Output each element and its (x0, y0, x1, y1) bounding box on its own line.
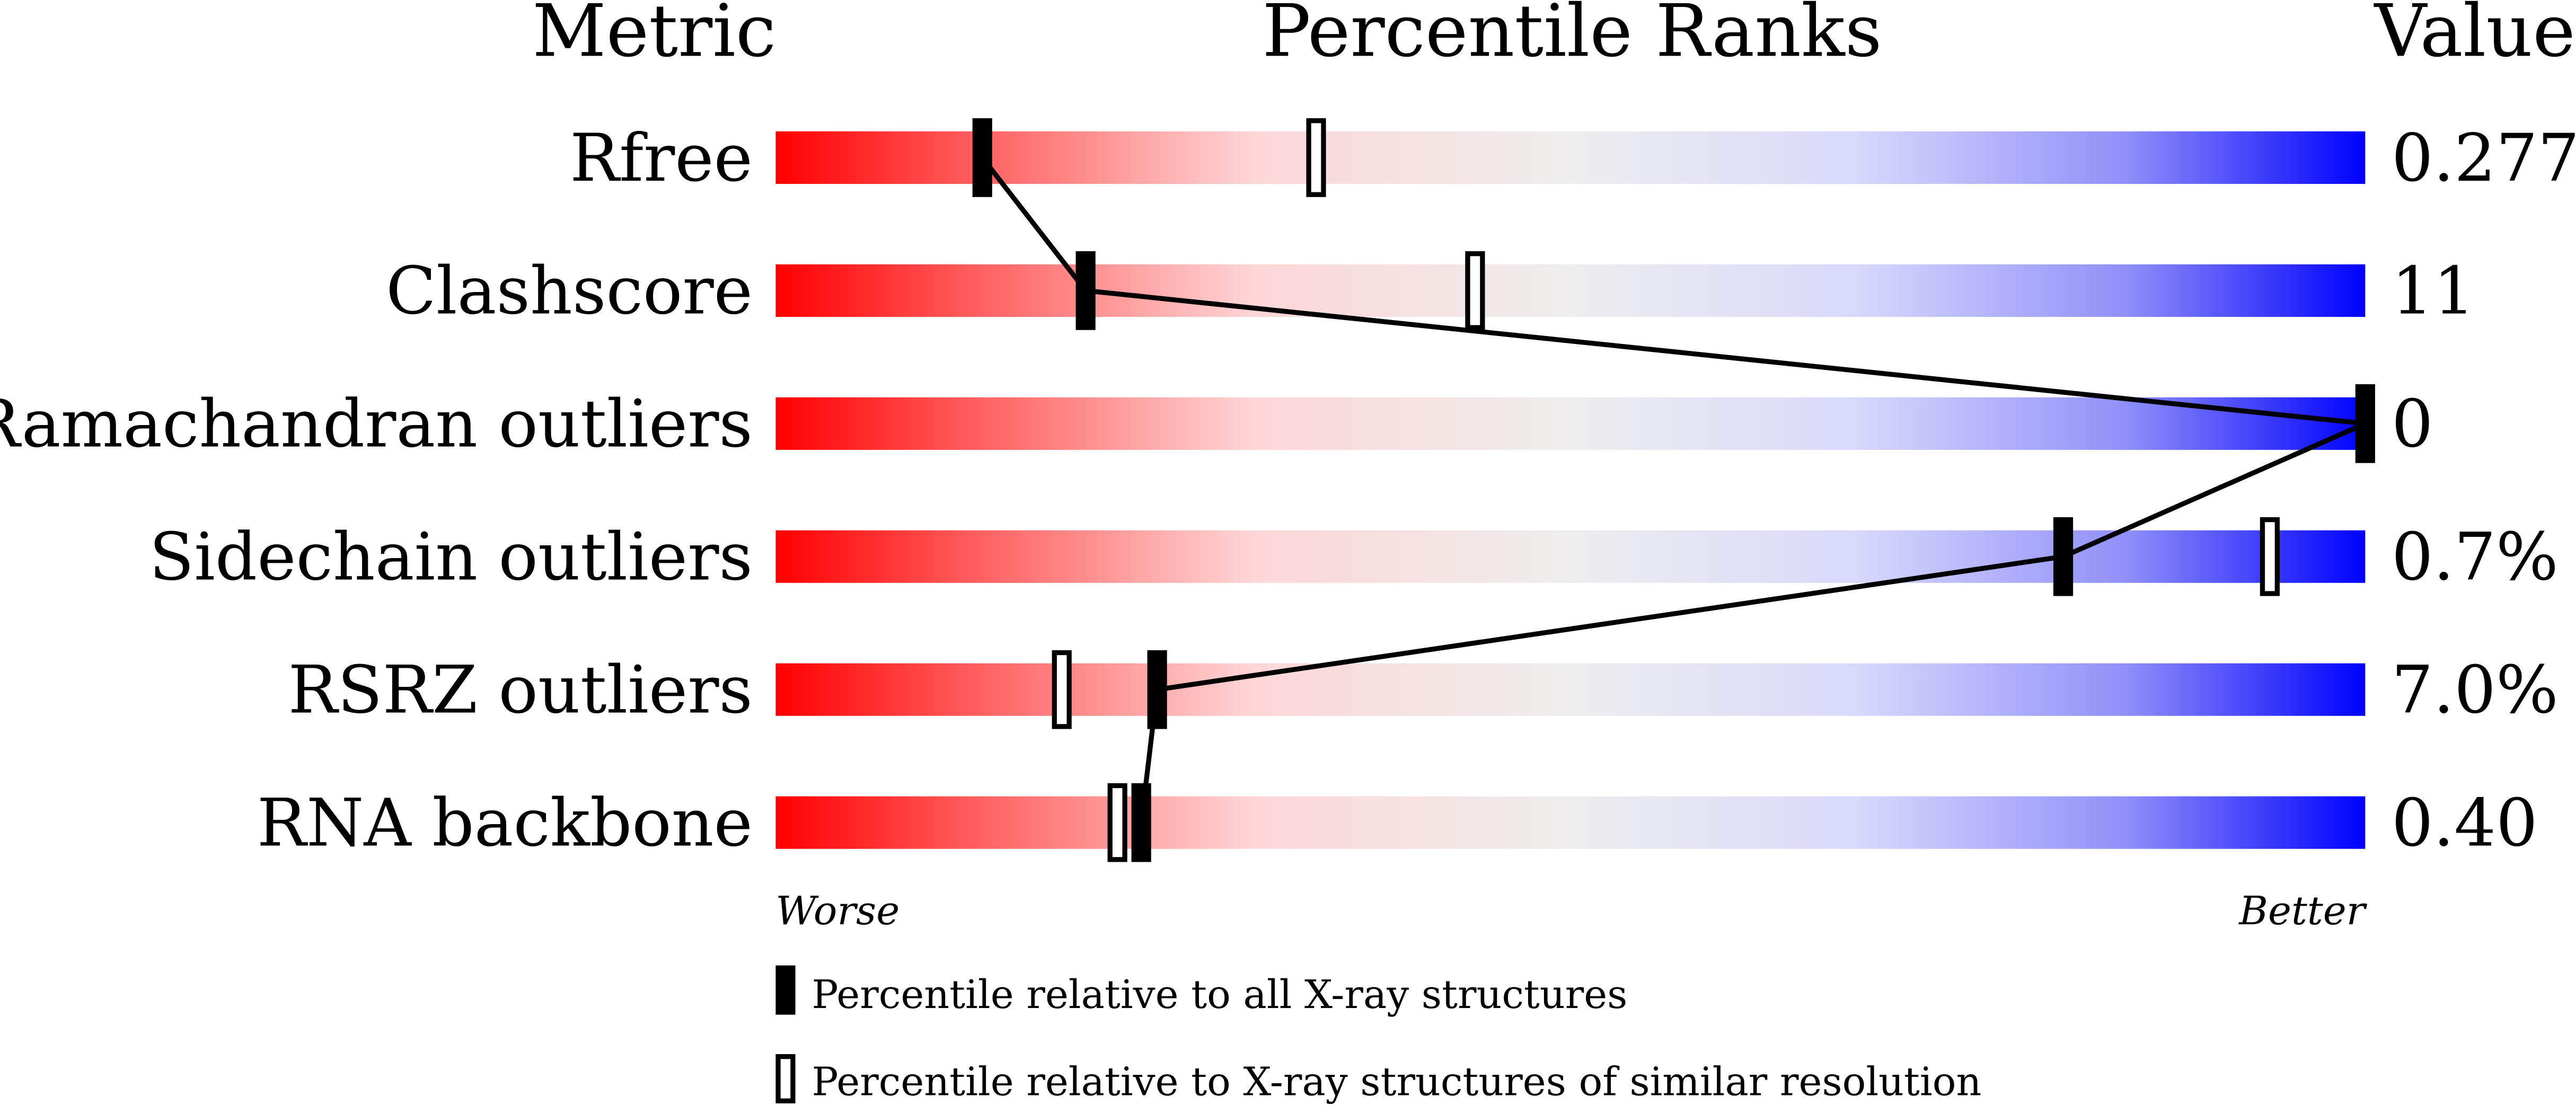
all-structures-percentile-marker (2053, 517, 2074, 596)
legend-filled-label: Percentile relative to all X-ray structu… (812, 971, 1628, 1018)
all-structures-percentile-marker (1075, 251, 1096, 330)
all-structures-percentile-marker (972, 118, 992, 197)
value-label: 0.40 (2392, 785, 2538, 862)
percentile-bar (775, 530, 2366, 583)
value-header: Value (2374, 0, 2575, 73)
metric-label: Rfree (570, 120, 753, 197)
all-structures-percentile-marker (1147, 650, 1167, 729)
value-label: 0 (2392, 386, 2433, 463)
metric-label: RSRZ outliers (288, 652, 753, 729)
worse-label: Worse (775, 888, 899, 934)
all-structures-percentile-marker (2355, 384, 2375, 463)
similar-resolution-percentile-marker (2260, 517, 2280, 596)
percentile-bar (775, 663, 2366, 716)
legend-hollow-label: Percentile relative to X-ray structures … (812, 1058, 1982, 1104)
percentile-bar (775, 397, 2366, 450)
similar-resolution-percentile-marker (1306, 118, 1326, 197)
percentile-header: Percentile Ranks (1262, 0, 1882, 73)
metric-label: Clashscore (386, 253, 753, 330)
metric-label: Sidechain outliers (149, 519, 753, 596)
percentile-connector-line (980, 156, 2375, 823)
similar-resolution-percentile-marker (1465, 251, 1485, 330)
legend-filled-marker (775, 965, 796, 1015)
percentile-bar (775, 796, 2366, 849)
percentile-bar (775, 131, 2366, 184)
value-label: 0.7% (2392, 519, 2559, 596)
value-label: 11 (2392, 253, 2475, 330)
all-structures-percentile-marker (1131, 783, 1151, 862)
metric-header: Metric (532, 0, 776, 73)
better-label: Better (2238, 888, 2367, 934)
metric-label: RNA backbone (257, 785, 753, 862)
value-label: 0.277 (2392, 120, 2576, 197)
similar-resolution-percentile-marker (1052, 650, 1072, 729)
value-label: 7.0% (2392, 652, 2559, 729)
similar-resolution-percentile-marker (1107, 783, 1127, 862)
metric-label: Ramachandran outliers (0, 386, 753, 463)
legend-hollow-marker (775, 1054, 796, 1103)
percentile-bar (775, 264, 2366, 317)
